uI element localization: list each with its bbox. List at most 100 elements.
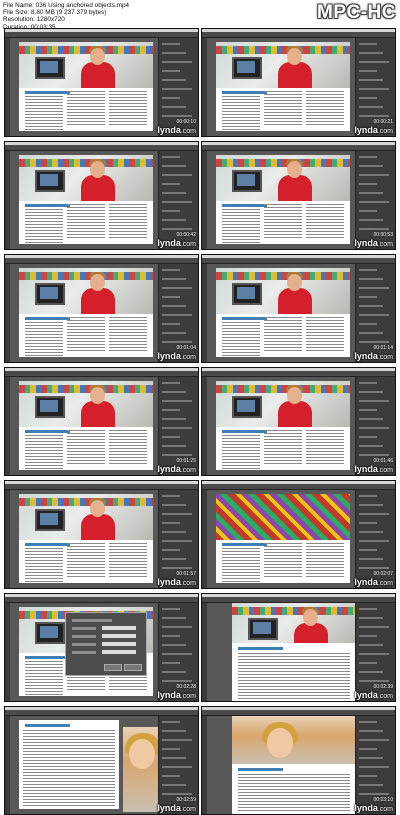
office-photo	[232, 603, 356, 643]
control-bar	[5, 597, 198, 603]
video-thumbnail[interactable]: 00:01:57 lynda.com	[4, 480, 199, 589]
watermark-main: lynda	[354, 464, 378, 474]
text-column	[25, 661, 63, 697]
text-column	[306, 91, 344, 127]
control-bar	[202, 32, 395, 38]
lynda-watermark: lynda.com	[157, 577, 196, 587]
control-bar	[5, 371, 198, 377]
thumbnail-timestamp: 00:00:53	[373, 232, 393, 238]
app-menu-bar	[202, 594, 395, 597]
thumbnail-timestamp: 00:00:10	[176, 119, 196, 125]
control-bar	[202, 371, 395, 377]
video-thumbnail[interactable]: 00:00:42 lynda.com	[4, 141, 199, 250]
watermark-suffix: .com	[180, 806, 196, 813]
tools-panel	[5, 151, 10, 249]
watermark-suffix: .com	[377, 693, 393, 700]
control-bar	[5, 145, 198, 151]
article-heading	[222, 430, 267, 433]
document-page	[19, 720, 119, 809]
lynda-watermark: lynda.com	[354, 690, 393, 700]
watermark-suffix: .com	[180, 128, 196, 135]
text-column	[264, 317, 302, 353]
control-bar	[5, 258, 198, 264]
watermark-suffix: .com	[180, 467, 196, 474]
file-size: File Size: 8,80 MB (9 237 379 bytes)	[3, 9, 107, 17]
properties-panel	[158, 264, 198, 362]
app-menu-bar	[5, 29, 198, 32]
tools-panel	[5, 377, 10, 475]
document-page	[232, 716, 356, 814]
watermark-main: lynda	[157, 125, 181, 135]
woman-photo	[232, 716, 356, 764]
video-thumbnail[interactable]: 00:03:10 lynda.com	[201, 706, 396, 815]
woman-photo	[123, 727, 161, 812]
video-thumbnail[interactable]: 00:01:04 lynda.com	[4, 254, 199, 363]
office-photo	[216, 155, 350, 201]
text-column	[25, 322, 63, 358]
video-thumbnail[interactable]: 00:01:25 lynda.com	[4, 367, 199, 476]
document-page	[232, 603, 356, 701]
duration: Duration: 00:03:35	[3, 24, 129, 31]
document-page	[216, 494, 350, 584]
app-menu-bar	[202, 368, 395, 371]
lynda-watermark: lynda.com	[354, 577, 393, 587]
control-bar	[202, 258, 395, 264]
watermark-main: lynda	[157, 464, 181, 474]
tools-panel	[202, 264, 207, 362]
ok-button[interactable]	[124, 664, 142, 671]
control-bar	[202, 484, 395, 490]
video-thumbnail[interactable]: 00:00:10 lynda.com	[4, 28, 199, 137]
file-info-header: File Name: 036 Using anchored objects.mp…	[0, 0, 400, 31]
lynda-watermark: lynda.com	[157, 125, 196, 135]
app-menu-bar	[202, 29, 395, 32]
text-column	[264, 204, 302, 240]
text-column	[67, 543, 105, 579]
office-photo	[216, 268, 350, 314]
tools-panel	[202, 377, 207, 475]
video-thumbnail[interactable]: 00:01:46 lynda.com	[201, 367, 396, 476]
office-photo	[216, 42, 350, 88]
video-thumbnail[interactable]: 00:02:39 lynda.com	[201, 593, 396, 702]
document-page	[19, 155, 153, 245]
video-thumbnail[interactable]: 00:02:07 lynda.com	[201, 480, 396, 589]
tools-panel	[5, 264, 10, 362]
office-photo	[19, 42, 153, 88]
watermark-main: lynda	[354, 803, 378, 813]
text-column	[25, 435, 63, 471]
app-menu-bar	[5, 481, 198, 484]
properties-panel	[158, 38, 198, 136]
thumbnail-timestamp: 00:01:46	[373, 458, 393, 464]
lynda-watermark: lynda.com	[354, 125, 393, 135]
video-thumbnail[interactable]: 00:02:59 lynda.com	[4, 706, 199, 815]
properties-panel	[158, 490, 198, 588]
text-column	[306, 543, 344, 579]
office-photo	[19, 494, 153, 540]
text-column	[306, 317, 344, 353]
tools-panel	[202, 38, 207, 136]
options-dialog[interactable]	[65, 612, 147, 676]
text-column	[238, 774, 350, 812]
text-column	[67, 317, 105, 353]
video-thumbnail[interactable]: 00:00:53 lynda.com	[201, 141, 396, 250]
article-heading	[222, 317, 267, 320]
thumbnail-timestamp: 00:02:28	[176, 684, 196, 690]
video-thumbnail[interactable]: 00:01:14 lynda.com	[201, 254, 396, 363]
properties-panel	[355, 264, 395, 362]
text-column	[109, 204, 147, 240]
control-bar	[202, 145, 395, 151]
text-column	[238, 653, 350, 699]
watermark-main: lynda	[157, 803, 181, 813]
article-heading	[25, 543, 70, 546]
video-thumbnail[interactable]: 00:00:21 lynda.com	[201, 28, 396, 137]
document-page	[216, 155, 350, 245]
video-thumbnail[interactable]: 00:02:28 lynda.com	[4, 593, 199, 702]
text-column	[222, 548, 260, 584]
watermark-suffix: .com	[377, 128, 393, 135]
watermark-main: lynda	[354, 577, 378, 587]
text-column	[264, 430, 302, 466]
text-column	[109, 317, 147, 353]
article-heading	[25, 724, 70, 727]
office-photo	[19, 381, 153, 427]
watermark-main: lynda	[354, 690, 378, 700]
cancel-button[interactable]	[104, 664, 122, 671]
